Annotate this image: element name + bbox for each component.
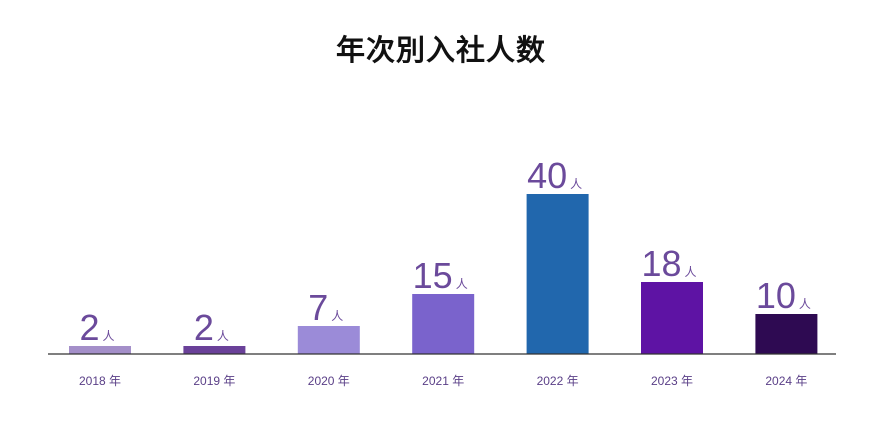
bar-6 (755, 314, 818, 354)
x-tick-label-5: 2023 年 (651, 374, 693, 388)
bar-5 (641, 282, 703, 354)
value-label-5: 18 人 (641, 243, 696, 284)
value-label-4: 40 人 (527, 155, 582, 196)
value-unit: 人 (331, 309, 343, 323)
value-number: 7 (308, 287, 328, 328)
x-tick-label-0: 2018 年 (79, 374, 121, 388)
value-unit: 人 (685, 265, 697, 279)
bar-2 (297, 326, 360, 354)
value-labels-group: 2 人 2 人7 人15 人40 人18 人10 人 (79, 155, 810, 348)
value-number: 18 (641, 243, 681, 284)
value-unit: 人 (103, 329, 115, 343)
bar-4 (526, 194, 589, 354)
x-tick-labels-group: 2018 年 2019 年 2020 年 2021 年 2022 年 2023 年 2024… (79, 374, 807, 388)
x-tick-label-2: 2020 年 (308, 374, 350, 388)
value-unit: 人 (217, 329, 229, 343)
value-unit: 人 (456, 277, 468, 291)
value-number: 2 (79, 307, 99, 348)
chart-title: 年次別入社人数 (335, 33, 546, 67)
value-number: 15 (413, 255, 453, 296)
value-unit: 人 (570, 177, 582, 191)
bar-3 (412, 294, 475, 354)
bars-group (69, 194, 818, 354)
value-number: 40 (527, 155, 567, 196)
value-label-6: 10 人 (756, 275, 811, 316)
value-unit: 人 (799, 297, 811, 311)
x-tick-label-4: 2022 年 (537, 374, 579, 388)
bar-1 (183, 346, 246, 354)
value-number: 10 (756, 275, 796, 316)
value-label-3: 15 人 (413, 255, 468, 296)
x-tick-label-1: 2019 年 (193, 374, 235, 388)
value-number: 2 (194, 307, 214, 348)
x-tick-label-6: 2024 年 (765, 374, 807, 388)
bar-0 (69, 346, 131, 354)
x-tick-label-3: 2021 年 (422, 374, 464, 388)
